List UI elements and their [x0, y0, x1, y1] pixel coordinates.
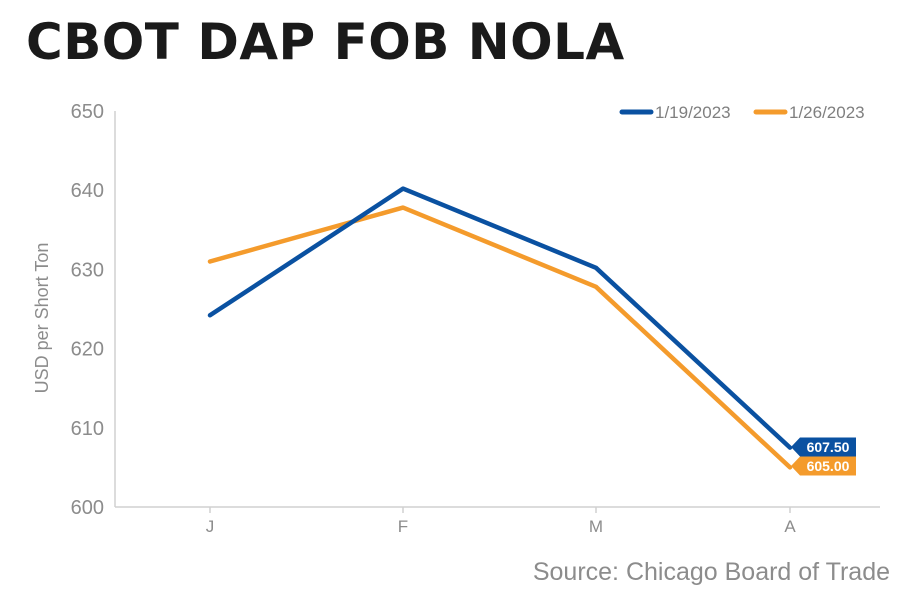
chart-source: Source: Chicago Board of Trade: [532, 558, 890, 586]
y-tick-label: 600: [71, 497, 104, 519]
chart-legend: 1/19/2023 1/26/2023: [619, 103, 865, 122]
y-tick-labels: 600 610 620 630 640 650: [71, 101, 104, 519]
end-value-label: 607.50: [807, 439, 850, 455]
end-value-labels: 607.50 605.00: [791, 437, 856, 476]
chart-title: CBOT DAP FOB NOLA: [26, 13, 625, 71]
end-label-badge: [791, 437, 856, 457]
legend-label: 1/26/2023: [789, 103, 865, 122]
x-tick-label: A: [784, 517, 796, 536]
y-tick-label: 620: [71, 339, 104, 361]
end-label-badge: [791, 456, 856, 476]
x-tick-label: J: [206, 517, 215, 536]
chart-series: [207, 186, 793, 470]
y-tick-label: 630: [71, 259, 104, 281]
y-axis-label: USD per Short Ton: [32, 243, 52, 394]
series-line: [207, 186, 793, 450]
legend-label: 1/19/2023: [655, 103, 731, 122]
x-tick-label: M: [589, 517, 603, 536]
end-value-label: 605.00: [807, 458, 850, 474]
chart-axes: [114, 111, 880, 508]
series-line: [207, 205, 793, 470]
x-tick-label: F: [398, 517, 408, 536]
y-tick-label: 640: [71, 180, 104, 202]
y-tick-label: 610: [71, 418, 104, 440]
y-tick-label: 650: [71, 101, 104, 123]
